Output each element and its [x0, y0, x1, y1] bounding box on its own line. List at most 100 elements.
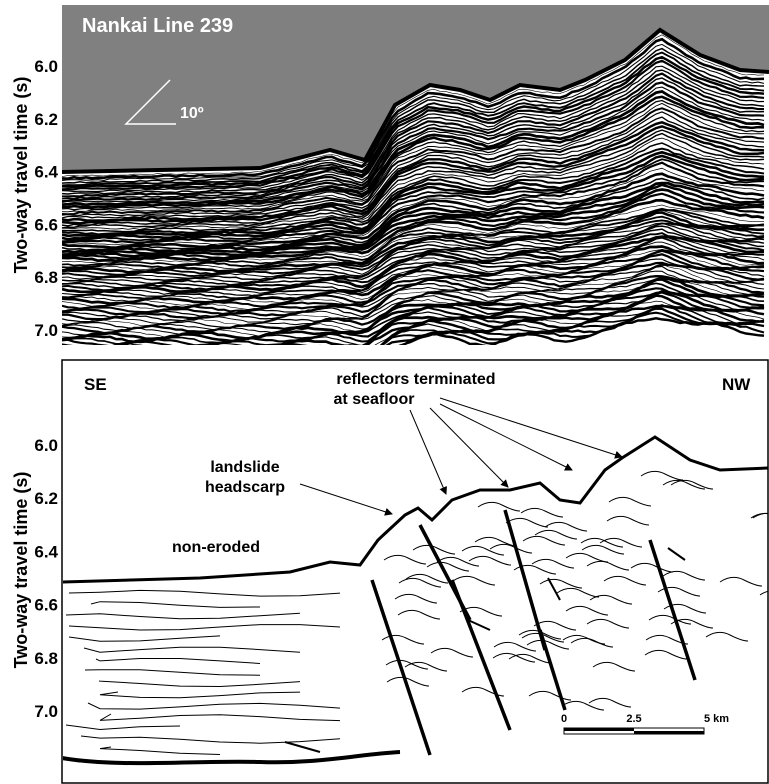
reflector-trace	[670, 479, 714, 490]
y-axis-label: Two-way travel time (s)	[11, 472, 31, 669]
reflector	[62, 236, 765, 300]
scale-label: 5 km	[704, 713, 729, 725]
reflector	[398, 317, 765, 345]
reflector	[62, 43, 765, 182]
reflector	[62, 241, 765, 302]
reflector	[62, 192, 765, 260]
y-tick-label: 6.4	[34, 542, 58, 561]
reflector	[62, 95, 765, 209]
reflector-trace	[565, 605, 609, 616]
y-axis-label: Two-way travel time (s)	[11, 77, 31, 274]
y-tick-label: 6.2	[34, 489, 58, 508]
reflector	[62, 222, 765, 285]
reflector	[62, 99, 765, 211]
reflector-trace	[752, 512, 768, 519]
water-column	[62, 5, 769, 172]
reflector-trace	[68, 589, 341, 597]
reflector-trace	[65, 612, 301, 620]
reflector	[62, 37, 765, 181]
reflector	[62, 102, 765, 213]
reflector	[62, 51, 765, 187]
fault-sense	[667, 547, 686, 561]
reflector-trace	[586, 618, 630, 629]
reflector-trace	[397, 609, 441, 620]
reflector	[62, 69, 765, 195]
reflector-trace	[68, 624, 341, 631]
reflector	[62, 132, 765, 229]
reflector-trace	[430, 647, 474, 658]
reflector	[398, 311, 765, 345]
fault-sense	[547, 577, 561, 601]
reflector-trace	[589, 594, 633, 605]
reflector-trace	[505, 517, 549, 528]
reflector	[62, 142, 765, 233]
reflector-trace	[412, 544, 456, 555]
reflector-trace	[570, 637, 614, 648]
reflector	[62, 211, 765, 274]
y-tick-label: 6.2	[34, 110, 58, 129]
reflector	[62, 86, 765, 203]
reflector-trace	[493, 641, 537, 652]
reflector-trace	[398, 577, 442, 588]
reflector-trace	[588, 697, 632, 708]
reflector-trace	[719, 576, 763, 587]
reflector	[62, 65, 765, 193]
reflector-trace	[520, 507, 564, 518]
reflector	[62, 59, 765, 191]
reflector-trace	[394, 593, 438, 604]
annotation: reflectors terminated	[336, 371, 495, 388]
reflector-trace	[521, 632, 565, 643]
reflector-trace	[526, 639, 570, 650]
reflector-trace	[556, 587, 600, 598]
reflector	[62, 222, 765, 280]
annotation: headscarp	[205, 479, 285, 496]
reflector	[62, 116, 765, 219]
y-tick-label: 6.6	[34, 596, 58, 615]
reflector	[62, 235, 765, 294]
reflector-trace	[90, 601, 261, 608]
y-tick-label: 7.0	[34, 321, 58, 340]
reflector-trace	[98, 680, 301, 688]
reflector	[62, 81, 765, 203]
reflector-trace	[759, 590, 768, 596]
reflector-trace	[531, 558, 575, 569]
reflector	[62, 34, 765, 177]
reflector	[62, 121, 765, 222]
reflector-trace	[544, 521, 588, 532]
angle-label: 10º	[180, 105, 204, 122]
reflector-trace	[630, 562, 674, 573]
fault-sense	[284, 741, 321, 753]
reflector	[62, 147, 765, 236]
reflector	[62, 158, 765, 243]
annotation: landslide	[210, 459, 279, 476]
reflector-trace	[648, 614, 692, 625]
annotation: at seafloor	[334, 391, 415, 408]
reflector-trace	[383, 554, 427, 565]
reflector	[62, 90, 765, 207]
reflector	[62, 225, 765, 287]
reflector-trace	[534, 529, 578, 540]
reflector-trace	[640, 470, 684, 481]
reflector	[62, 129, 765, 227]
fault	[538, 629, 567, 711]
reflector-trace	[644, 649, 688, 660]
reflector-trace	[461, 545, 505, 556]
reflector-trace	[65, 724, 181, 731]
y-tick-label: 6.8	[34, 268, 58, 287]
reflector	[62, 111, 765, 217]
reflector-trace	[592, 661, 636, 672]
reflector-trace	[80, 735, 341, 744]
y-tick-label: 6.4	[34, 163, 58, 182]
reflector-trace	[99, 713, 341, 722]
y-tick-label: 6.8	[34, 649, 58, 668]
reflector-trace	[99, 691, 301, 699]
reflector	[62, 161, 765, 244]
reflector	[62, 172, 765, 250]
reflector-trace	[603, 575, 647, 586]
reflector-trace	[468, 555, 512, 566]
reflector-trace	[83, 646, 301, 653]
reflector-trace	[84, 669, 261, 676]
reflector-trace	[606, 515, 650, 526]
